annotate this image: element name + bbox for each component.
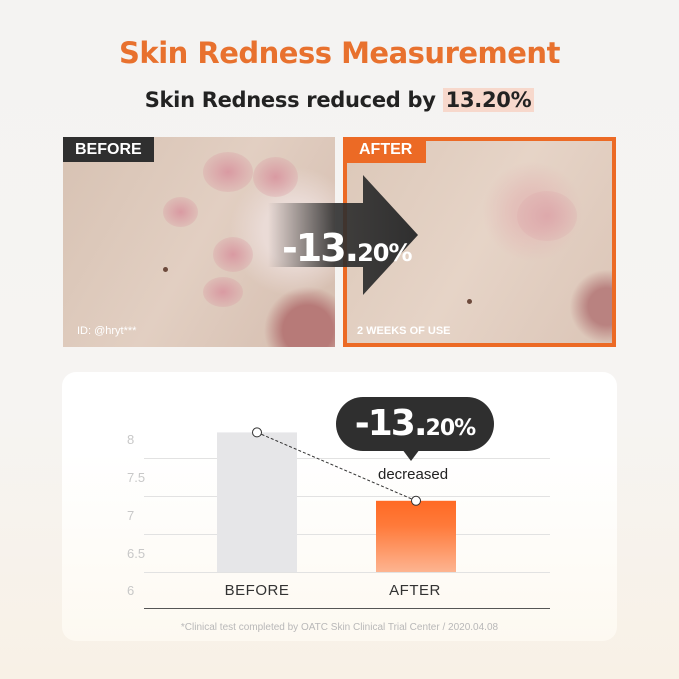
usage-caption: 2 WEEKS OF USE bbox=[357, 325, 451, 337]
gridline bbox=[144, 572, 550, 573]
after-tag: AFTER bbox=[347, 141, 427, 163]
decreased-label: decreased bbox=[378, 466, 449, 483]
y-tick-label: 6 bbox=[127, 583, 135, 598]
arrow-percent-label: -13.20% bbox=[282, 226, 413, 270]
y-tick-label: 7 bbox=[127, 508, 135, 523]
x-label-after: AFTER bbox=[389, 582, 441, 599]
point-marker bbox=[252, 427, 262, 438]
gridline bbox=[144, 458, 550, 459]
gridline bbox=[144, 534, 550, 535]
subtitle-highlight: 13.20% bbox=[442, 88, 535, 112]
y-tick-label: 7.5 bbox=[127, 470, 146, 485]
page-title: Skin Redness Measurement bbox=[119, 36, 560, 70]
point-marker bbox=[411, 495, 421, 506]
subtitle-text: Skin Redness reduced by bbox=[144, 88, 443, 112]
user-id-caption: ID: @hryt*** bbox=[77, 325, 137, 337]
subtitle: Skin Redness reduced by 13.20% bbox=[0, 88, 679, 112]
arrow-right-icon bbox=[268, 175, 418, 295]
footnote: *Clinical test completed by OATC Skin Cl… bbox=[180, 622, 499, 633]
x-label-before: BEFORE bbox=[224, 582, 290, 599]
gridline bbox=[144, 496, 550, 497]
x-axis-line bbox=[144, 608, 550, 609]
before-tag: BEFORE bbox=[63, 137, 154, 162]
y-tick-label: 8 bbox=[127, 432, 135, 447]
trend-line bbox=[256, 431, 417, 502]
reduction-bubble: -13.20% bbox=[336, 397, 494, 461]
bar-after bbox=[376, 500, 456, 572]
y-tick-label: 6.5 bbox=[127, 546, 146, 561]
bar-before bbox=[217, 432, 297, 572]
